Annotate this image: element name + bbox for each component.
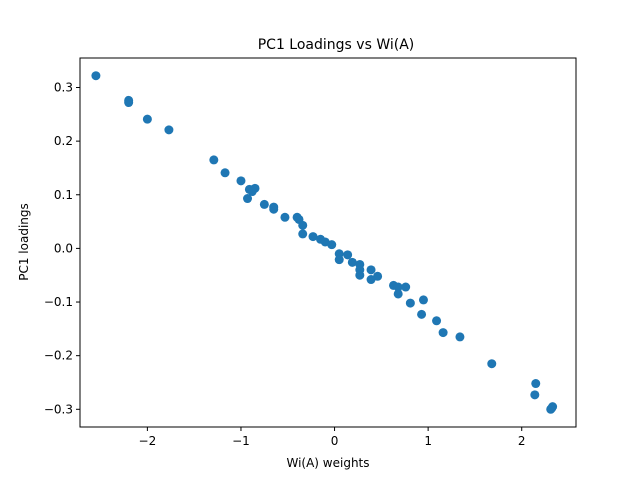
y-tick-label: 0.3 [54, 80, 73, 94]
data-point [487, 359, 497, 369]
data-point [247, 187, 257, 197]
x-axis-label: Wi(A) weights [286, 456, 369, 470]
data-point [91, 71, 101, 81]
y-axis-label: PC1 loadings [17, 203, 31, 281]
data-point [220, 168, 230, 178]
x-tick-label: −2 [139, 434, 157, 448]
data-point [142, 114, 152, 124]
ticks-layer: −2 −1 0 1 2 −0.3 −0.2 −0.1 0.0 0.1 0.2 0.3 [44, 80, 526, 448]
data-point [418, 295, 428, 305]
data-point [373, 271, 383, 281]
data-point [355, 270, 365, 280]
points-layer [91, 71, 558, 414]
data-point [280, 212, 290, 222]
x-tick-label: 1 [424, 434, 432, 448]
data-point [432, 316, 442, 326]
y-tick-label: 0.0 [54, 241, 73, 255]
y-tick-label: 0.2 [54, 134, 73, 148]
chart-title: PC1 Loadings vs Wi(A) [258, 37, 415, 53]
y-tick-label: −0.3 [44, 402, 73, 416]
data-point [530, 390, 540, 400]
data-point [269, 204, 279, 214]
x-tick-label: 2 [518, 434, 526, 448]
data-point [327, 240, 337, 250]
data-point [366, 265, 376, 275]
data-point [393, 289, 403, 299]
y-tick-label: −0.2 [44, 349, 73, 363]
data-point [298, 220, 308, 230]
data-point [209, 155, 219, 165]
data-point [531, 379, 541, 389]
data-point [308, 232, 318, 242]
data-point [298, 229, 308, 239]
plot-frame [79, 57, 577, 428]
data-point [243, 194, 253, 204]
data-point [401, 282, 411, 292]
x-tick-label: 0 [331, 434, 339, 448]
data-point [547, 403, 557, 413]
data-point [455, 332, 465, 342]
data-point [343, 250, 353, 260]
data-point [164, 125, 174, 135]
data-point [417, 309, 427, 319]
data-point [393, 282, 403, 292]
data-point [236, 176, 246, 186]
data-point [405, 298, 415, 308]
y-tick-label: 0.1 [54, 188, 73, 202]
x-tick-label: −1 [232, 434, 250, 448]
data-point [334, 255, 344, 265]
data-point [438, 328, 448, 338]
data-point [124, 98, 134, 108]
y-tick-label: −0.1 [44, 295, 73, 309]
data-point [259, 199, 269, 209]
data-point [347, 257, 357, 267]
